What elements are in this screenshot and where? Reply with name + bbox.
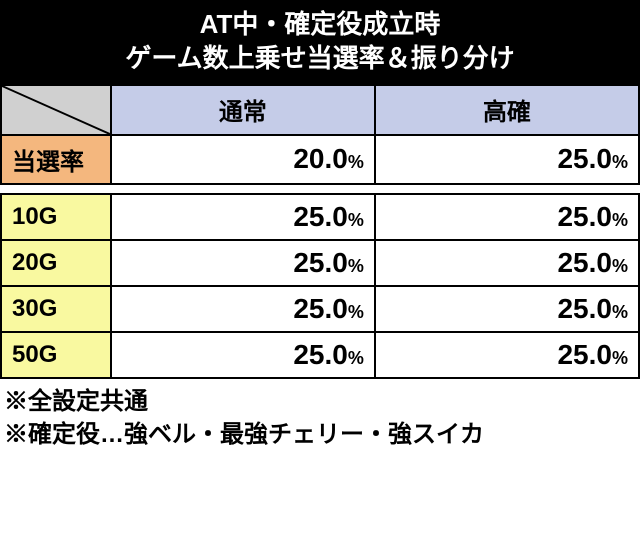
data-table: 通常 高確 当選率 20.0% 25.0% 10G 25.0% 25.0% 20…	[0, 84, 640, 379]
rate-row-label: 当選率	[1, 135, 111, 184]
table-container: AT中・確定役成立時 ゲーム数上乗せ当選率＆振り分け 通常 高確 当選率 20.…	[0, 0, 640, 458]
rate-row: 当選率 20.0% 25.0%	[1, 135, 639, 184]
game-row-col1: 25.0%	[111, 240, 375, 286]
rate-col2: 25.0%	[375, 135, 639, 184]
rate-col2-val: 25.0	[557, 143, 612, 174]
table-title: AT中・確定役成立時 ゲーム数上乗せ当選率＆振り分け	[0, 0, 640, 84]
table-row: 30G 25.0% 25.0%	[1, 286, 639, 332]
table-row: 10G 25.0% 25.0%	[1, 194, 639, 240]
game-row-col2: 25.0%	[375, 332, 639, 378]
table-row: 20G 25.0% 25.0%	[1, 240, 639, 286]
rate-col1-unit: %	[348, 152, 364, 172]
game-row-label: 50G	[1, 332, 111, 378]
header-row: 通常 高確	[1, 85, 639, 135]
game-row-col1: 25.0%	[111, 194, 375, 240]
game-row-col1: 25.0%	[111, 286, 375, 332]
rate-col1-val: 20.0	[293, 143, 348, 174]
note-1: ※全設定共通	[4, 385, 636, 419]
diagonal-cell	[1, 85, 111, 135]
game-row-col2: 25.0%	[375, 194, 639, 240]
rate-col1: 20.0%	[111, 135, 375, 184]
game-row-label: 10G	[1, 194, 111, 240]
table-row: 50G 25.0% 25.0%	[1, 332, 639, 378]
rate-col2-unit: %	[612, 152, 628, 172]
title-line2: ゲーム数上乗せ当選率＆振り分け	[125, 43, 514, 73]
col-header-1: 通常	[111, 85, 375, 135]
spacer-row	[1, 184, 639, 194]
col-header-2: 高確	[375, 85, 639, 135]
game-row-col2: 25.0%	[375, 240, 639, 286]
notes-section: ※全設定共通 ※確定役…強ベル・最強チェリー・強スイカ	[0, 379, 640, 458]
game-row-col1: 25.0%	[111, 332, 375, 378]
game-row-label: 20G	[1, 240, 111, 286]
title-line1: AT中・確定役成立時	[200, 9, 441, 39]
game-row-col2: 25.0%	[375, 286, 639, 332]
game-row-label: 30G	[1, 286, 111, 332]
note-2: ※確定役…強ベル・最強チェリー・強スイカ	[4, 418, 636, 452]
